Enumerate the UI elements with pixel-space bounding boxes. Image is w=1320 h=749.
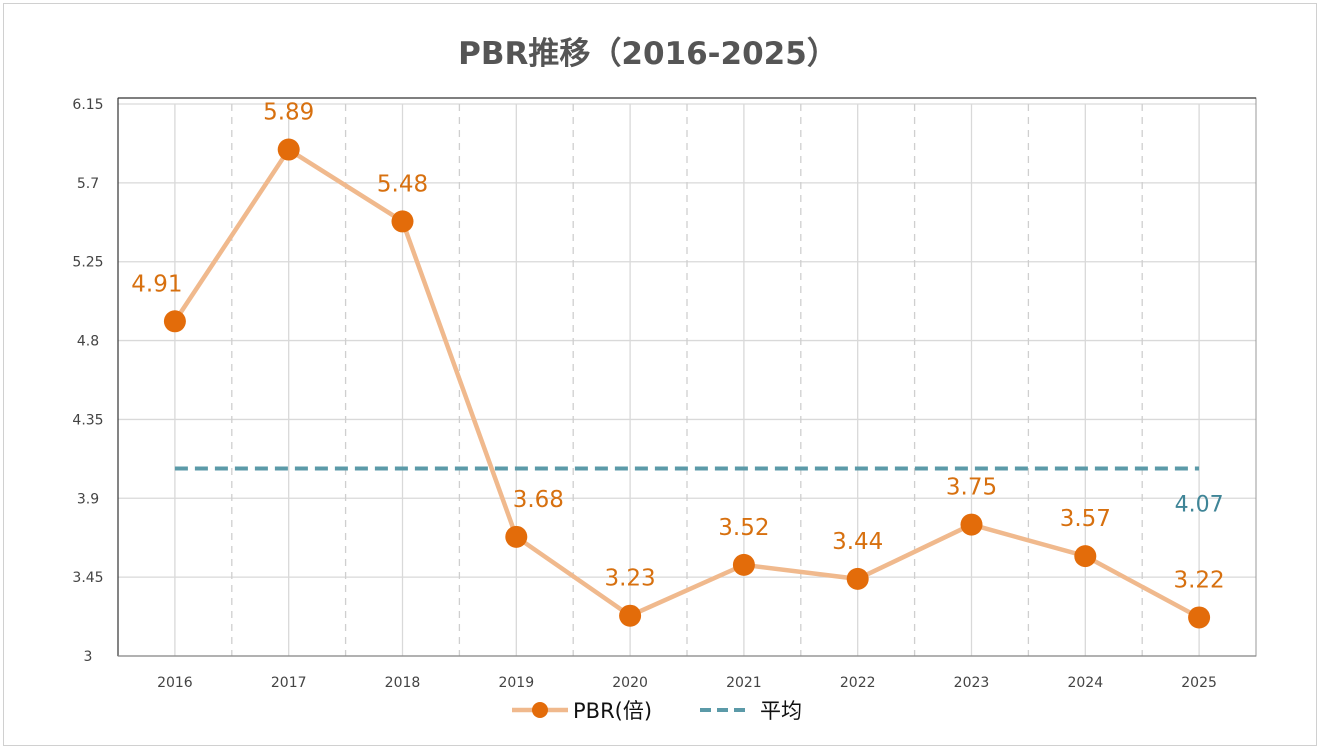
average-label: 4.07 <box>1175 492 1224 517</box>
x-tick-label: 2019 <box>498 675 534 691</box>
data-label: 3.44 <box>832 529 883 555</box>
y-tick-label: 5.25 <box>72 255 103 271</box>
pbr-point <box>960 513 983 536</box>
pbr-point <box>846 567 869 590</box>
data-label: 3.68 <box>513 487 564 513</box>
data-label: 3.23 <box>604 566 655 592</box>
legend-average-label: 平均 <box>760 699 802 723</box>
data-label: 3.57 <box>1060 506 1111 532</box>
x-tick-label: 2022 <box>840 675 876 691</box>
legend-pbr-label: PBR(倍) <box>573 699 652 723</box>
legend: PBR(倍) 平均 <box>512 699 802 723</box>
y-tick-label: 3.9 <box>77 491 99 507</box>
pbr-point <box>391 210 414 233</box>
axes: 3 3.45 3.9 4.35 4.8 5.25 5.7 6.15 2016 2017 2018 20… <box>72 97 1257 691</box>
x-tick-label: 2020 <box>612 675 648 691</box>
pbr-point <box>163 310 186 333</box>
y-tick-label: 6.15 <box>72 97 103 113</box>
pbr-line <box>173 146 1201 620</box>
x-tick-label: 2024 <box>1067 675 1103 691</box>
chart-title: PBR推移（2016-2025） <box>458 36 838 72</box>
data-label: 4.91 <box>131 271 182 297</box>
chart-frame <box>3 3 1317 746</box>
pbr-point <box>505 525 528 548</box>
x-tick-label: 2025 <box>1181 675 1217 691</box>
x-tick-label: 2023 <box>954 675 990 691</box>
x-tick-label: 2016 <box>157 675 193 691</box>
data-label: 5.89 <box>263 100 314 126</box>
y-tick-label: 4.8 <box>77 334 99 350</box>
data-label: 3.52 <box>718 515 769 541</box>
pbr-point <box>732 553 755 576</box>
data-label: 3.75 <box>946 475 997 501</box>
pbr-point <box>277 138 300 161</box>
pbr-point <box>619 604 642 627</box>
marks: 4.07 4.91 5.89 5.48 3.68 3.23 3.52 3.44 3.75 3.57… <box>131 100 1225 629</box>
y-tick-label: 4.35 <box>72 412 103 428</box>
x-tick-label: 2021 <box>726 675 762 691</box>
x-tick-label: 2018 <box>385 675 421 691</box>
y-tick-label: 3.45 <box>72 570 103 586</box>
y-tick-label: 5.7 <box>77 176 99 192</box>
y-tick-label: 3 <box>84 649 93 665</box>
x-tick-label: 2017 <box>271 675 307 691</box>
data-label: 5.48 <box>377 171 428 197</box>
pbr-point <box>1074 545 1097 568</box>
pbr-point <box>1188 606 1211 629</box>
data-label: 3.22 <box>1173 567 1224 593</box>
legend-pbr-marker <box>532 702 548 718</box>
